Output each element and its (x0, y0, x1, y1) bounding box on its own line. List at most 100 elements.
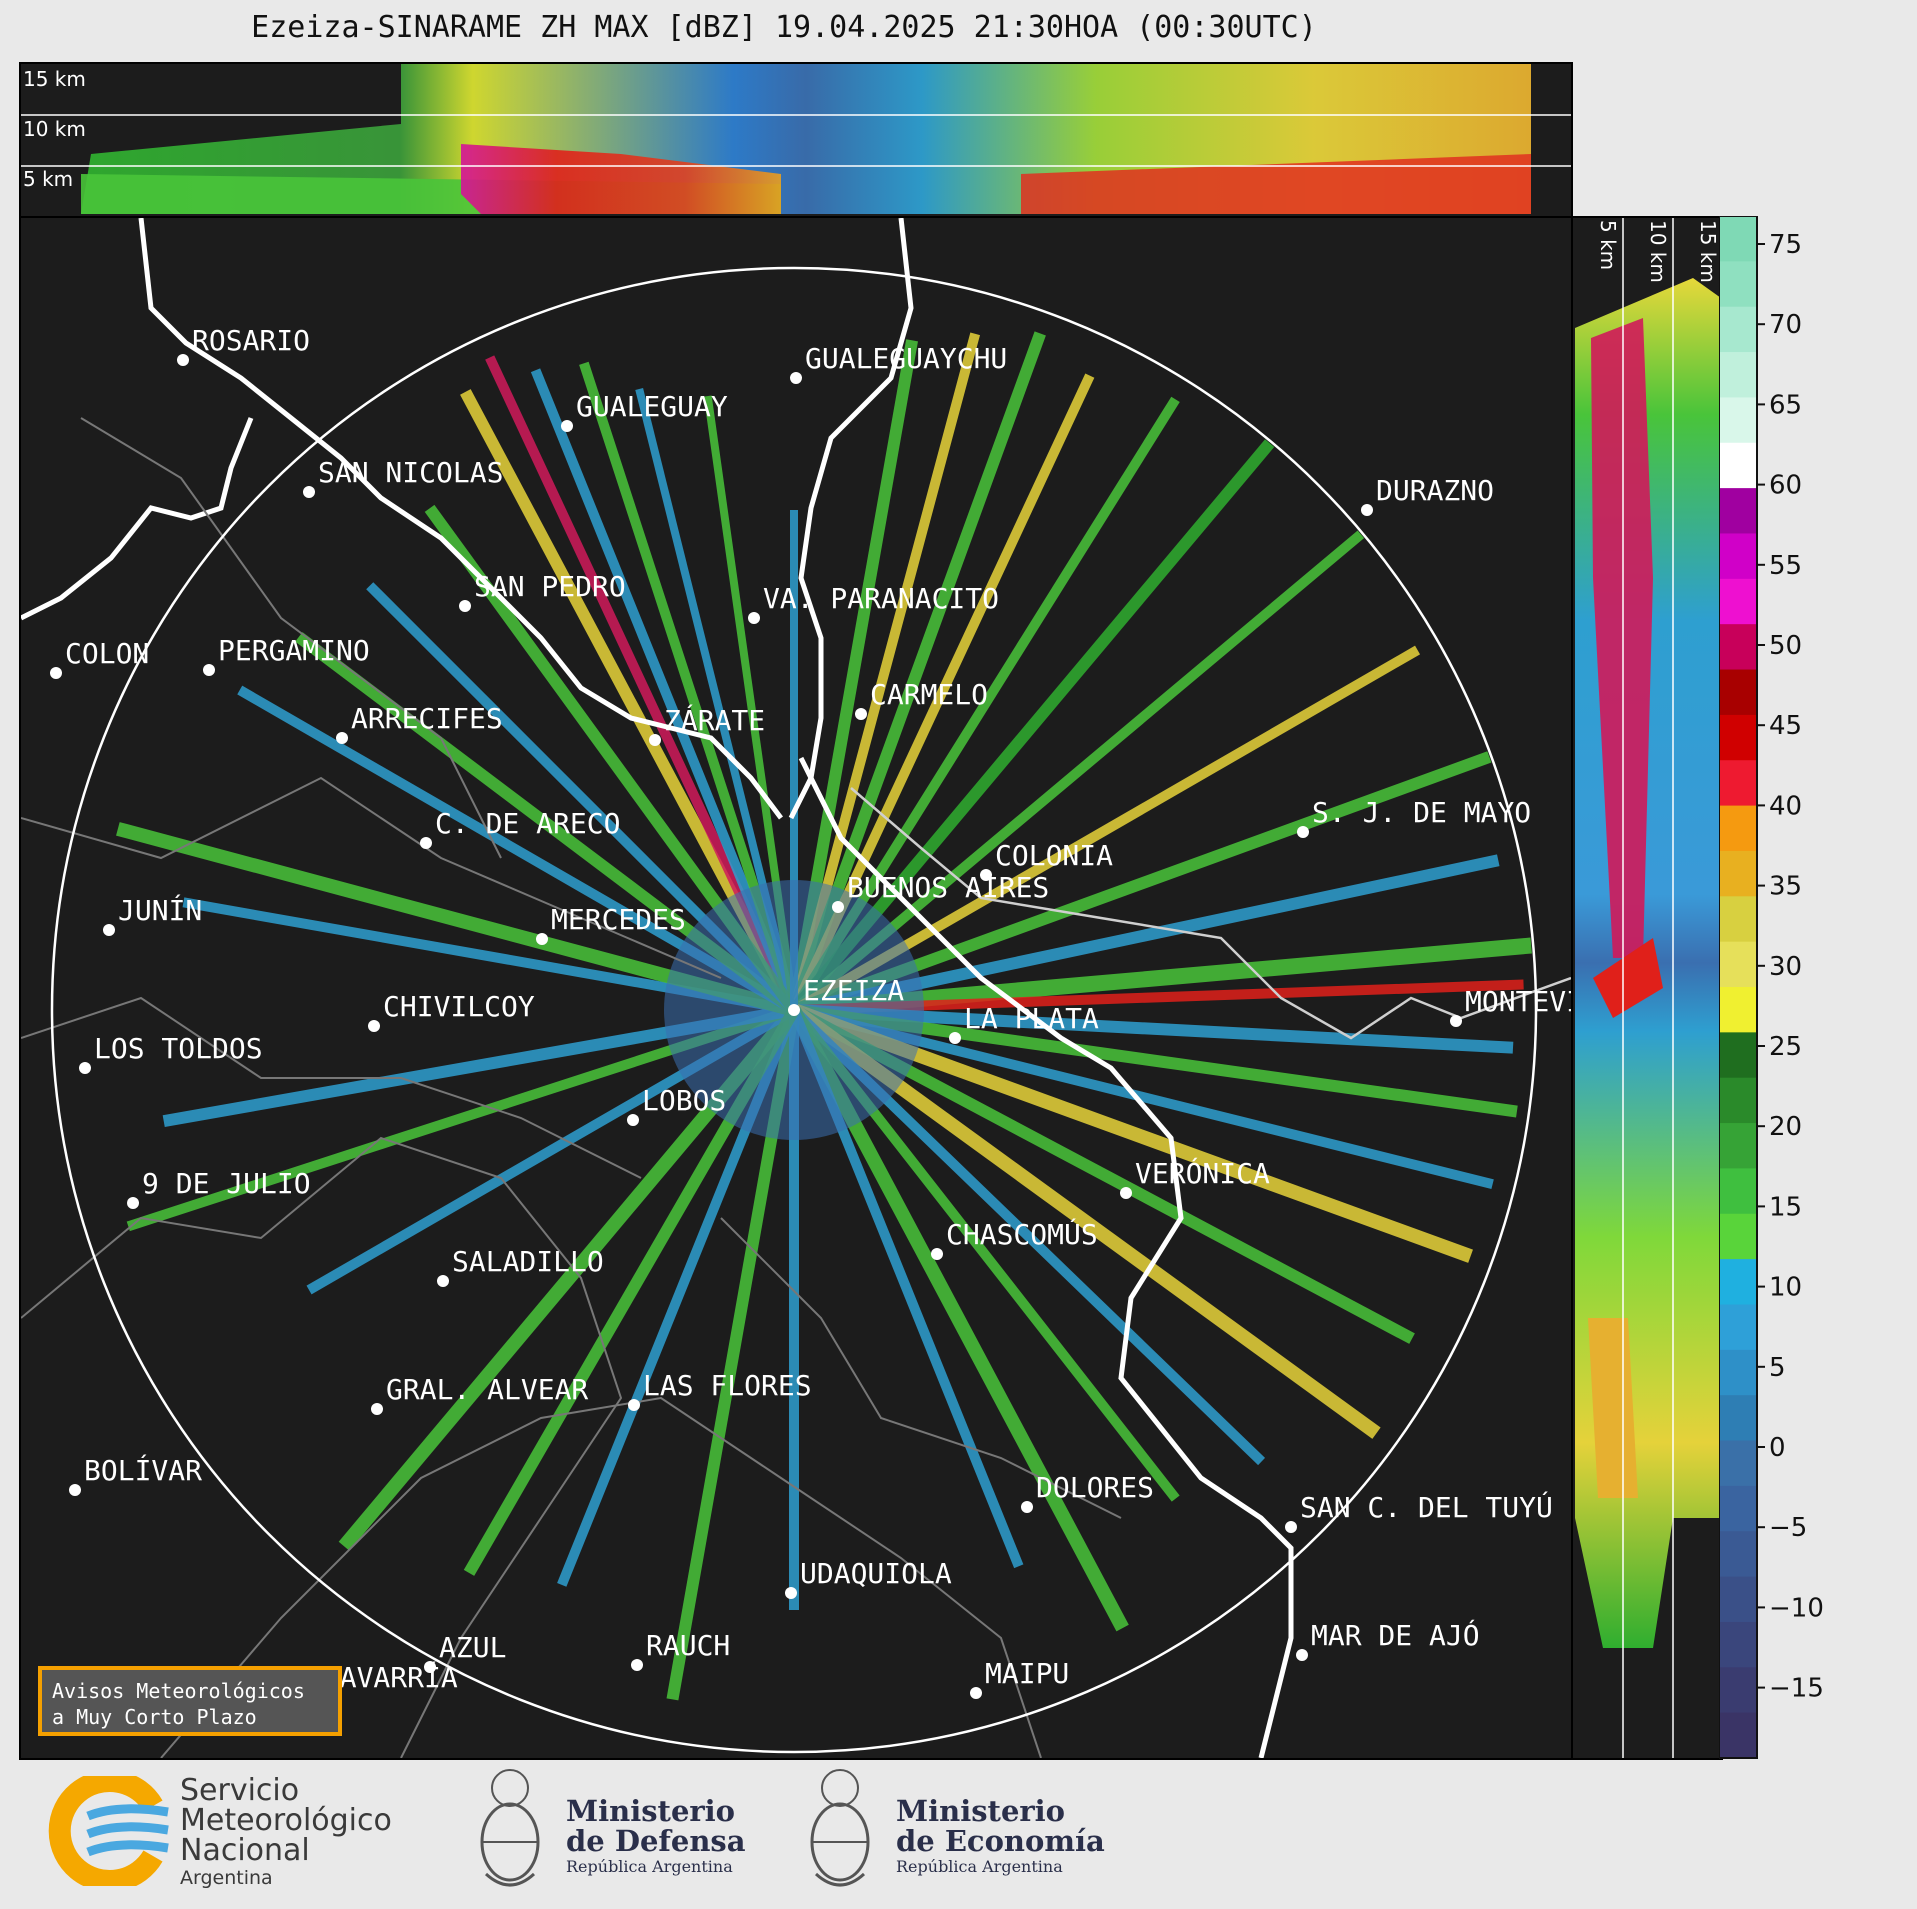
defensa-line-3: República Argentina (566, 1857, 733, 1876)
colorbar-tick-label: −15 (1769, 1674, 1824, 1704)
colorbar-band (1719, 714, 1757, 761)
parana-river (138, 218, 783, 820)
county-borders (21, 417, 1122, 1758)
colorbar-band (1719, 1349, 1757, 1396)
altitude-label-5km: 5 km (23, 167, 73, 191)
city-label: VERÓNICA (1135, 1156, 1270, 1190)
echo-core-east (1021, 154, 1531, 214)
city-marker (177, 354, 189, 366)
colorbar-band (1719, 941, 1757, 988)
radar-map-panel: ROSARIO GUALEGUAYCHU GUALEGUAY SAN NICOLAS D… (19, 216, 1573, 1760)
city-marker (127, 1197, 139, 1209)
city-marker (649, 734, 661, 746)
colorbar-band (1719, 1123, 1757, 1170)
colorbar-tick-label: 15 (1769, 1192, 1802, 1222)
avisos-line-2: a Muy Corto Plazo (52, 1705, 257, 1729)
city-marker (832, 901, 844, 913)
city-label: LOBOS (642, 1084, 726, 1117)
smn-line-3: Nacional (180, 1833, 310, 1868)
colorbar-band (1719, 1032, 1757, 1079)
county-border-1 (21, 1136, 623, 1758)
smn-line-1: Servicio (180, 1773, 300, 1808)
city-label: SAN C. DEL TUYÚ (1300, 1490, 1553, 1524)
colorbar-band (1719, 850, 1757, 897)
city-label: DURAZNO (1376, 474, 1494, 507)
city-marker (627, 1114, 639, 1126)
economia-line-2: de Economía (896, 1824, 1105, 1858)
city-label: ROSARIO (192, 324, 310, 357)
colorbar-tick-label: 40 (1769, 791, 1802, 821)
city-marker (79, 1062, 91, 1074)
city-label: MAR DE AJÓ (1311, 1618, 1480, 1652)
city-label: LA PLATA (964, 1002, 1099, 1035)
smn-line-4: Argentina (180, 1867, 273, 1889)
colorbar-band (1719, 216, 1757, 262)
city-marker (855, 708, 867, 720)
colorbar-band (1719, 760, 1757, 807)
colorbar-tick-label: 30 (1769, 952, 1802, 982)
city-label: MONTEVIDEO (1465, 985, 1571, 1018)
colorbar-band (1719, 669, 1757, 716)
top-cross-section-panel: 15 km 10 km 5 km (19, 62, 1573, 218)
economia-seal-icon (810, 1769, 870, 1887)
colorbar-tick-label: 50 (1769, 631, 1802, 661)
county-border-6 (720, 1217, 1122, 1519)
city-label: LOS TOLDOS (94, 1032, 263, 1065)
colorbar-band (1719, 306, 1757, 353)
city-label: EZEIZA (803, 974, 904, 1007)
county-border-2 (21, 776, 722, 979)
city-marker (437, 1275, 449, 1287)
colorbar-band (1719, 1621, 1757, 1668)
city-marker (303, 486, 315, 498)
smn-logo-arc (48, 1776, 163, 1886)
city-label: S. J. DE MAYO (1312, 796, 1531, 829)
smn-logo-wave-1 (86, 1804, 169, 1821)
side-echo-core-mid (1593, 938, 1663, 1018)
smn-logo (48, 1776, 169, 1886)
city-label: LAS FLORES (643, 1369, 812, 1402)
city-marker (980, 869, 992, 881)
colorbar-tick-label: 10 (1769, 1273, 1802, 1303)
city-marker (628, 1399, 640, 1411)
city-marker (1285, 1521, 1297, 1533)
colorbar-band (1719, 1667, 1757, 1714)
colorbar-bands (1719, 216, 1757, 1759)
city-marker (536, 933, 548, 945)
city-marker (1297, 826, 1309, 838)
radar-map-svg: ROSARIO GUALEGUAYCHU GUALEGUAY SAN NICOLAS D… (21, 218, 1571, 1758)
colorbar-tick-label: 70 (1769, 310, 1802, 340)
colorbar-band (1719, 1168, 1757, 1215)
city-label: ZÁRATE (664, 703, 765, 737)
city-label: COLONIA (995, 839, 1113, 872)
city-label: GUALEGUAYCHU (805, 342, 1007, 375)
colorbar-band (1719, 805, 1757, 852)
altitude-label-15km: 15 km (23, 67, 86, 91)
city-marker (785, 1587, 797, 1599)
colorbar-band (1719, 1259, 1757, 1306)
radar-echo-rays (116, 331, 1532, 1701)
city-marker (970, 1687, 982, 1699)
city-marker (949, 1032, 961, 1044)
colorbar-tick-label: 35 (1769, 872, 1802, 902)
colorbar-tick-label: 75 (1769, 230, 1802, 260)
avisos-button[interactable]: Avisos Meteorológicos a Muy Corto Plazo (38, 1666, 342, 1736)
colorbar-tick-label: 0 (1769, 1433, 1786, 1463)
city-markers: ROSARIO GUALEGUAYCHU GUALEGUAY SAN NICOLAS D… (50, 324, 1571, 1703)
economia-name: Ministerio de Economía República Argenti… (896, 1796, 1105, 1878)
altitude-label-10km: 10 km (23, 117, 86, 141)
side-cross-section-panel: 5 km 10 km 15 km (1571, 216, 1723, 1760)
city-marker (1361, 504, 1373, 516)
colorbar-band (1719, 896, 1757, 943)
city-marker (748, 612, 760, 624)
colorbar-band (1719, 1712, 1757, 1759)
colorbar-tick-label: −10 (1769, 1593, 1824, 1623)
top-cross-section-svg: 15 km 10 km 5 km (21, 64, 1571, 214)
colorbar-tick-label: 60 (1769, 471, 1802, 501)
colorbar-band (1719, 578, 1757, 625)
city-marker (1120, 1187, 1132, 1199)
economia-line-1: Ministerio (896, 1794, 1066, 1828)
city-label: PERGAMINO (218, 634, 370, 667)
city-label: BUENOS AIRES (847, 871, 1049, 904)
defensa-line-1: Ministerio (566, 1794, 736, 1828)
